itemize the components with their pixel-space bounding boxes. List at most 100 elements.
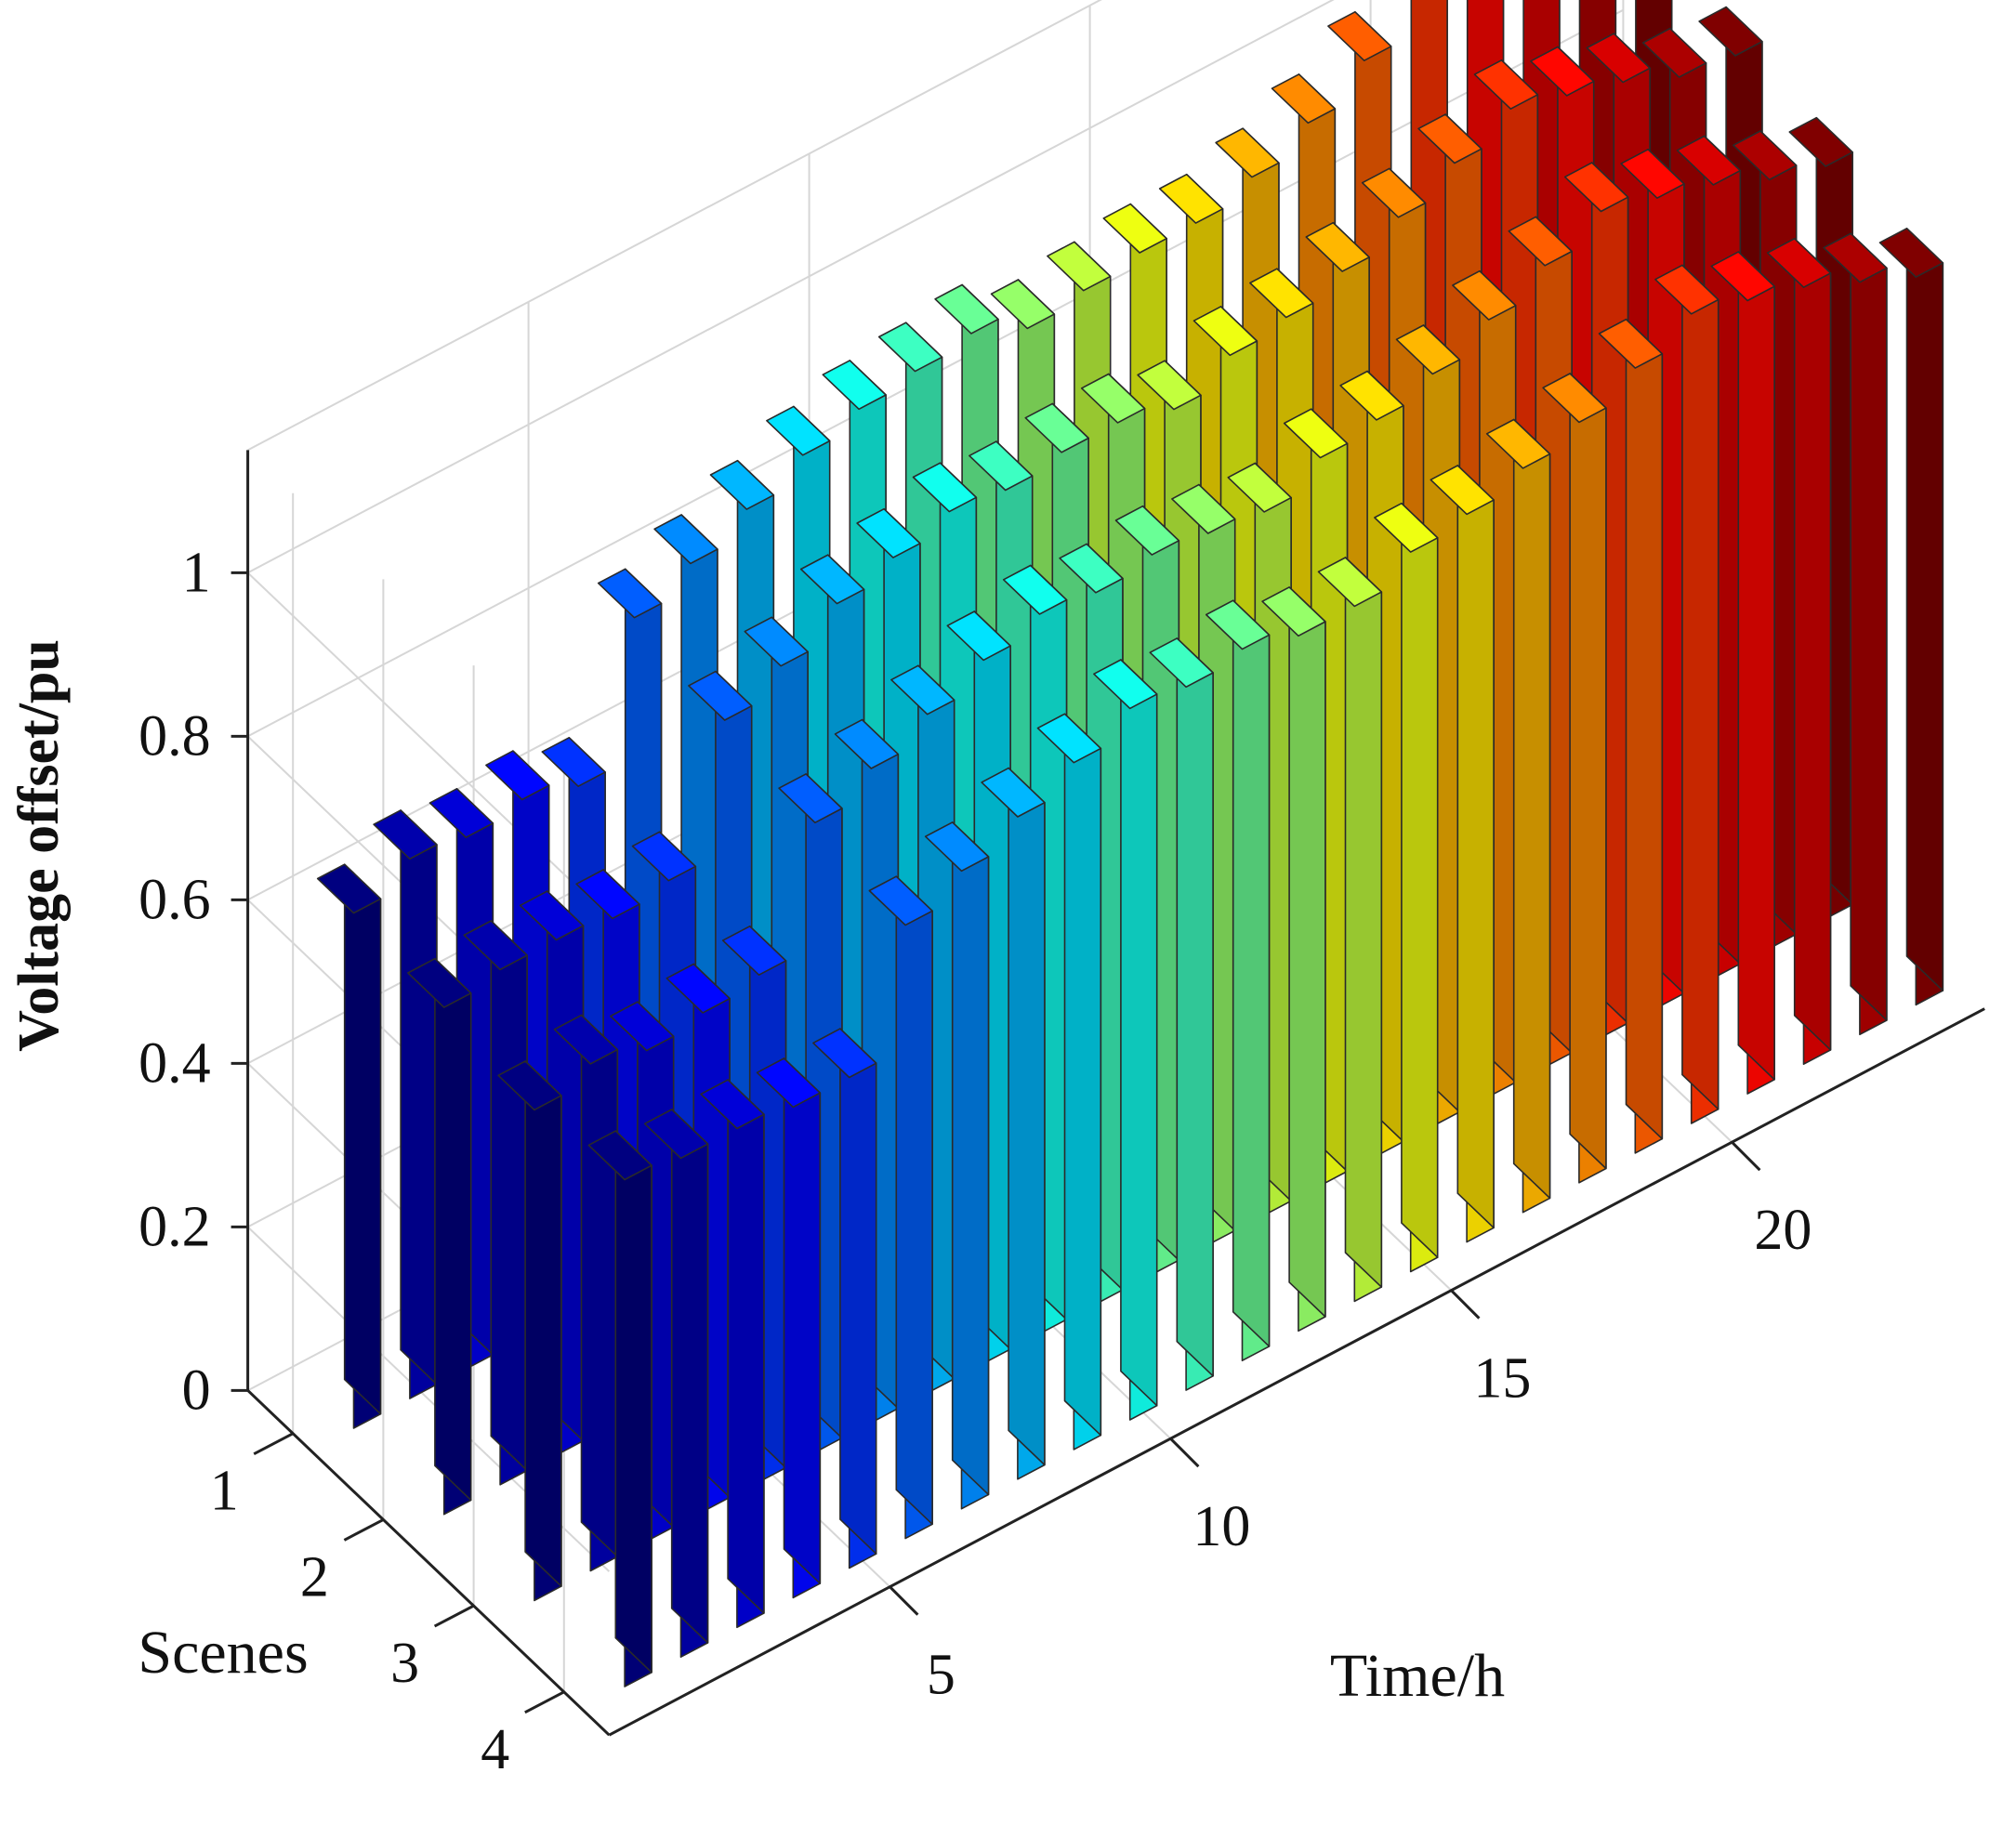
bar-top-face — [822, 360, 887, 411]
bar-top-face — [519, 890, 585, 941]
bar-top-face — [1305, 221, 1370, 272]
bar-top-face — [1317, 557, 1383, 608]
bar-side-face — [1008, 767, 1046, 1466]
bar-scene4-t24 — [1878, 228, 1944, 1006]
bar-top-face — [1080, 373, 1146, 424]
bar-top-face — [1417, 113, 1482, 164]
bar-side-face — [580, 1014, 619, 1557]
bar-scene4-t8 — [981, 767, 1046, 1480]
bar-top-face — [665, 963, 731, 1014]
bar-side-face — [524, 1060, 562, 1587]
bar-scene4-t14 — [1317, 557, 1383, 1303]
bars-group — [316, 0, 1944, 1687]
x-axis-label: Time/h — [1330, 1642, 1505, 1710]
bar-top-face — [1137, 360, 1202, 411]
bar-scene4-t20 — [1654, 264, 1720, 1124]
bar-top-face — [1361, 167, 1427, 218]
bar-top-face — [721, 925, 787, 976]
bar-top-face — [1710, 251, 1775, 302]
grid-edge-1 — [247, 0, 1102, 452]
bar-scene3-t1 — [497, 1060, 562, 1602]
bar-top-face — [1158, 173, 1224, 224]
bar-top-face — [1227, 462, 1292, 513]
z-tick-label: 1 — [182, 541, 211, 604]
labels-group: Time/h Scenes Voltage offset/pu — [7, 639, 1505, 1710]
bar-top-face — [1261, 586, 1326, 637]
bar-top-face — [1733, 130, 1798, 181]
y-tick-label: 4 — [481, 1718, 509, 1781]
bar-top-face — [1215, 127, 1280, 178]
y-tick-label: 1 — [210, 1460, 239, 1523]
bar-side-face — [670, 1109, 709, 1644]
bar-top-face — [1002, 564, 1068, 615]
y-tick-label: 2 — [300, 1545, 329, 1608]
bar-side-face — [1063, 713, 1102, 1437]
z-tick-label: 0 — [182, 1359, 211, 1422]
bar-scene4-t23 — [1823, 232, 1888, 1036]
bar-scene4-t9 — [1036, 713, 1102, 1451]
bar-top-face — [1473, 59, 1539, 110]
y-tick-mark — [253, 1432, 294, 1456]
bar-top-face — [890, 664, 955, 716]
y-axis-line — [246, 1389, 611, 1737]
bar-top-face — [868, 875, 933, 926]
bar-top-face — [778, 773, 843, 824]
bar-top-face — [766, 405, 831, 456]
x-axis-line — [608, 1007, 1985, 1737]
bar-top-face — [1339, 370, 1404, 421]
bar-top-face — [1766, 237, 1832, 289]
x-tick-label: 20 — [1754, 1199, 1812, 1262]
bar-side-face — [1737, 251, 1775, 1081]
bar-top-face — [1149, 637, 1214, 689]
bar-top-face — [407, 957, 472, 1008]
bar-top-face — [316, 863, 382, 914]
bar-side-face — [1344, 557, 1383, 1288]
bar-scene4-t18 — [1542, 373, 1607, 1184]
bar-top-face — [756, 1057, 822, 1109]
x-tick-mark — [1450, 1289, 1481, 1320]
bar-side-face — [434, 957, 472, 1502]
bar-top-face — [1102, 203, 1167, 254]
bar-top-face — [990, 279, 1056, 330]
bar-top-face — [834, 718, 900, 769]
bar-top-face — [700, 1079, 765, 1130]
x-tick-mark — [1731, 1141, 1761, 1172]
grid-line-back-5 — [247, 0, 1335, 574]
bar-top-face — [799, 554, 865, 605]
bar-scene4-t4 — [756, 1057, 822, 1599]
bar-scene4-t17 — [1485, 418, 1551, 1214]
bar-scene1-t1 — [316, 863, 382, 1429]
bar-top-face — [587, 1130, 652, 1181]
bar-top-face — [643, 1109, 709, 1160]
bar-top-face — [553, 1014, 619, 1065]
x-tick-label: 15 — [1473, 1347, 1531, 1411]
bar-top-face — [1563, 162, 1629, 213]
bar-top-face — [653, 514, 718, 565]
bar-side-face — [1905, 228, 1944, 991]
bar-top-face — [1676, 135, 1742, 186]
bar-top-face — [1374, 502, 1439, 553]
bar-side-face — [490, 920, 528, 1472]
bar-top-face — [1598, 318, 1664, 369]
bar-top-face — [1327, 11, 1392, 61]
bar-top-face — [497, 1060, 562, 1111]
bar-scene4-t6 — [868, 875, 933, 1540]
bar-top-face — [1395, 324, 1461, 375]
bar-scene4-t3 — [700, 1079, 765, 1629]
bar-top-face — [1586, 33, 1651, 84]
bar-side-face — [1401, 502, 1439, 1258]
bar-side-face — [1232, 599, 1271, 1347]
bar-scene4-t15 — [1374, 502, 1439, 1273]
bar-top-face — [1036, 713, 1102, 764]
bar-side-face — [1456, 465, 1495, 1229]
bar-top-face — [1654, 264, 1720, 315]
y-tick-mark — [343, 1518, 385, 1542]
bar-scene4-t5 — [812, 1028, 877, 1569]
bar-top-face — [485, 750, 550, 801]
bar-top-face — [597, 568, 663, 619]
bar-top-face — [428, 787, 494, 839]
bar-side-face — [727, 1079, 765, 1614]
bar-top-face — [1192, 306, 1258, 357]
x-tick-mark — [1169, 1438, 1200, 1468]
